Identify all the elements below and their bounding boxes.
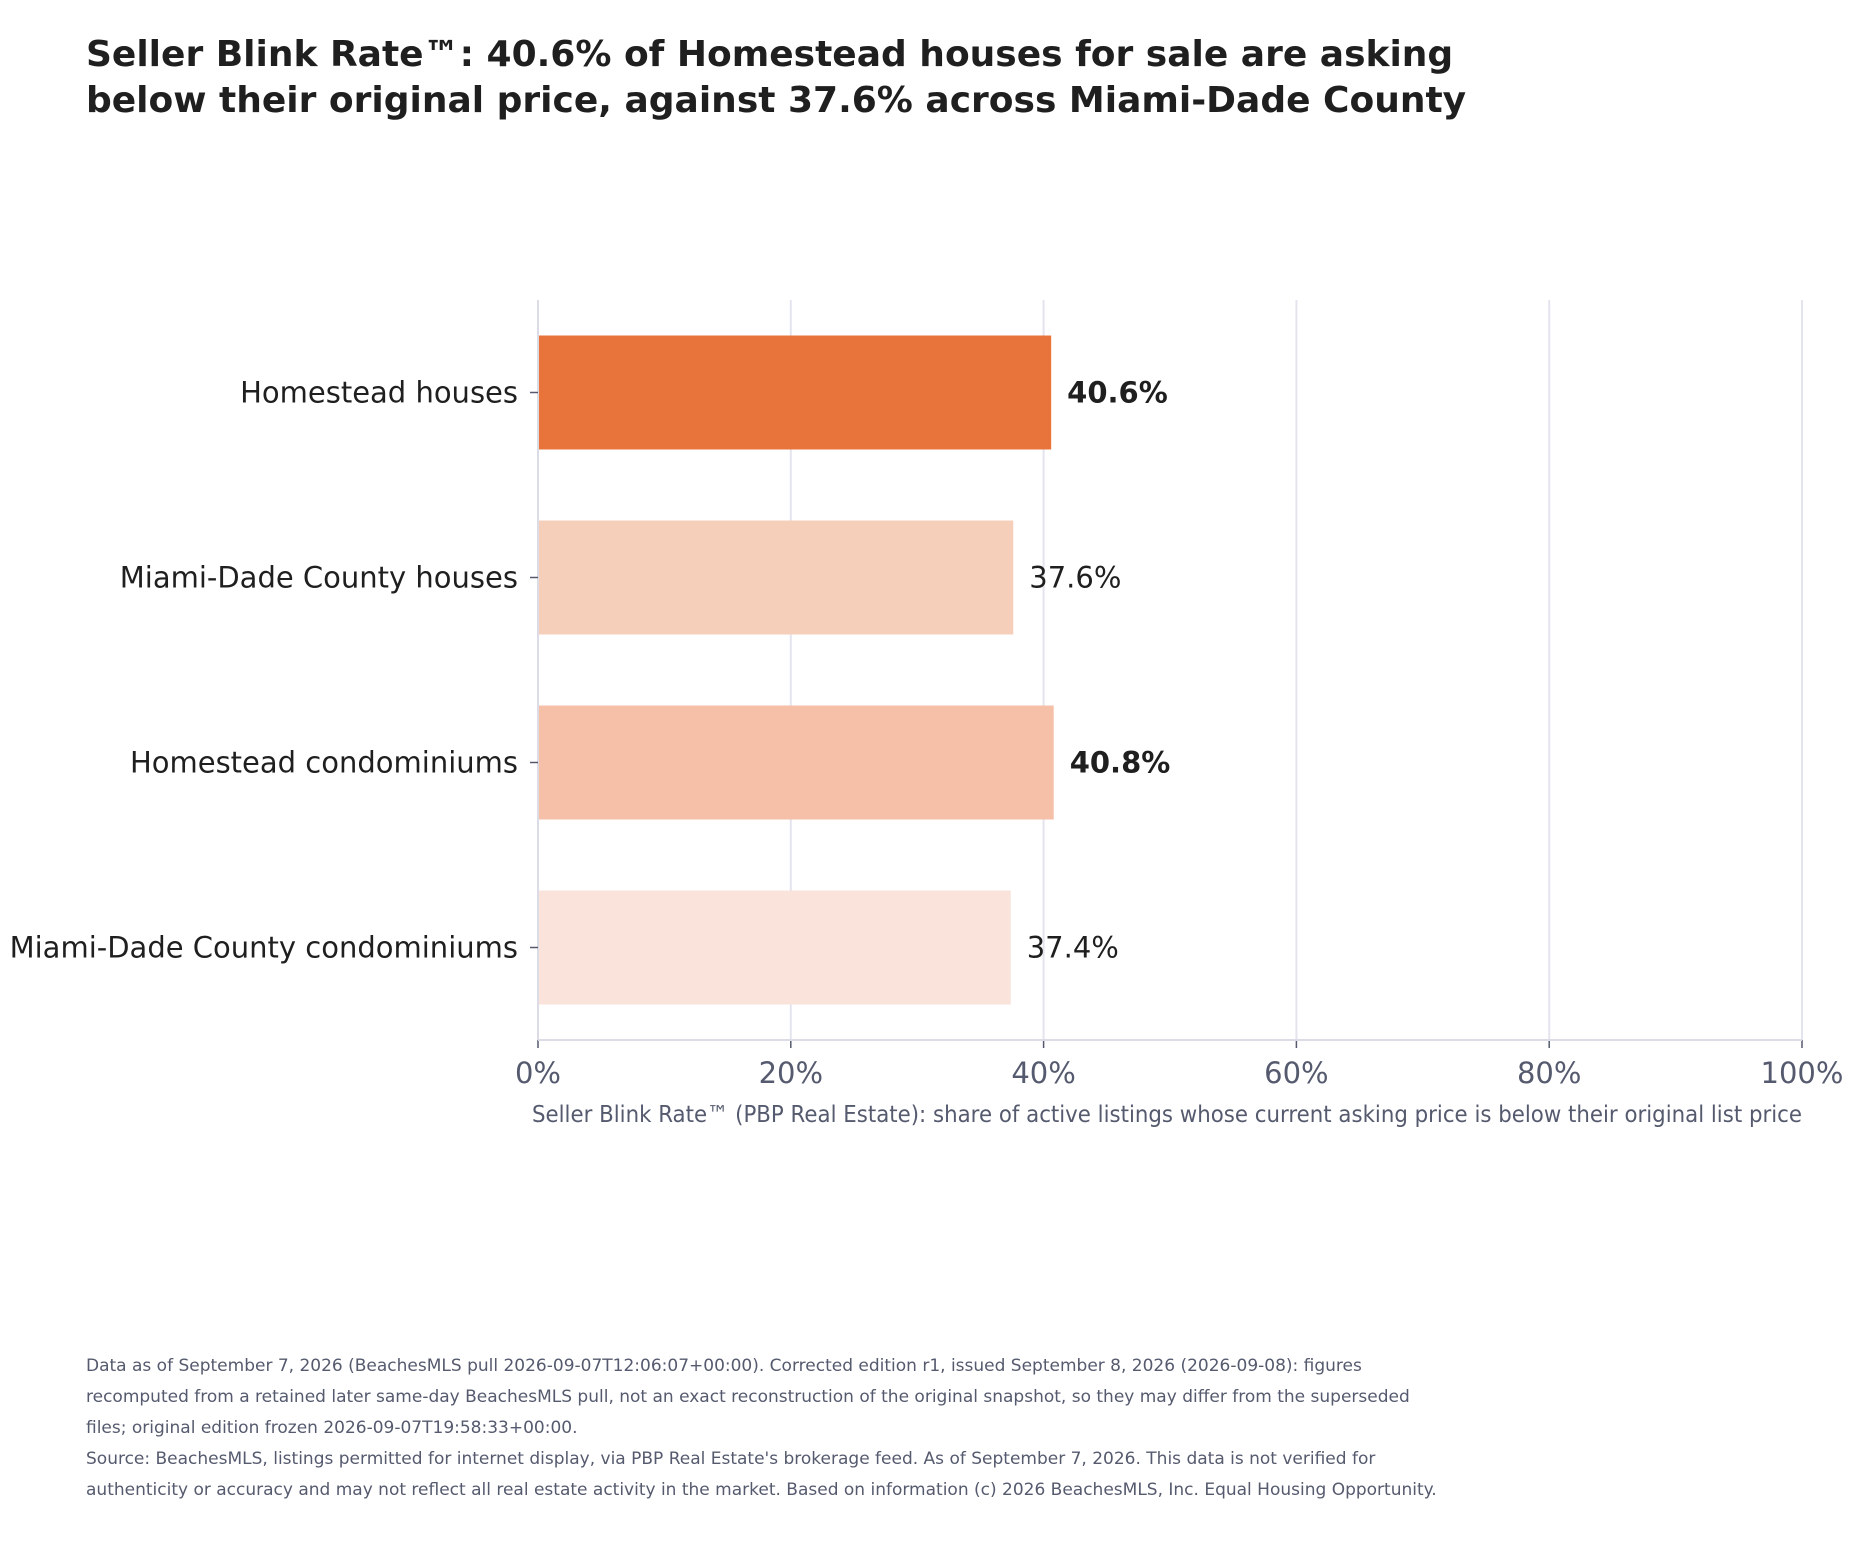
x-tick-label-0: 0% [515, 1056, 561, 1090]
footer-data-note: Data as of September 7, 2026 (BeachesMLS… [86, 1356, 1410, 1438]
category-label-miami-dade-county-houses: Miami-Dade County houses [120, 561, 518, 595]
x-tick-label-80: 80% [1517, 1056, 1581, 1090]
footer-notes: Data as of September 7, 2026 (BeachesMLS… [86, 1351, 1446, 1506]
category-label-miami-dade-county-condominiums: Miami-Dade County condominiums [10, 931, 518, 965]
value-label-miami-dade-county-condominiums: 37.4% [1027, 931, 1119, 965]
x-tick-label-100: 100% [1761, 1056, 1844, 1090]
value-label-homestead-houses: 40.6% [1067, 376, 1168, 410]
category-label-homestead-houses: Homestead houses [240, 376, 518, 410]
chart-title: Seller Blink Rate™: 40.6% of Homestead h… [86, 32, 1586, 124]
bar-chart: 0% 20% 40% 60% 80% 100% Homestead houses 40.6% M… [10, 300, 1844, 1129]
x-tick-label-60: 60% [1264, 1056, 1328, 1090]
bars [538, 335, 1054, 1005]
value-label-homestead-condominiums: 40.8% [1070, 746, 1171, 780]
chart-title-line-2: below their original price, against 37.6… [86, 80, 1467, 121]
bar-homestead-condominiums [538, 705, 1054, 820]
bar-homestead-houses [538, 335, 1052, 450]
category-label-homestead-condominiums: Homestead condominiums [130, 746, 518, 780]
x-tick-label-20: 20% [759, 1056, 823, 1090]
x-axis-title: Seller Blink Rate™ (PBP Real Estate): sh… [532, 1102, 1802, 1128]
value-label-miami-dade-county-houses: 37.6% [1029, 561, 1121, 595]
bar-miami-dade-county-houses [538, 520, 1014, 635]
labels: 0% 20% 40% 60% 80% 100% Homestead houses 40.6% M… [10, 376, 1844, 1129]
chart-title-line-1: Seller Blink Rate™: 40.6% of Homestead h… [86, 34, 1454, 75]
x-tick-label-40: 40% [1011, 1056, 1075, 1090]
footer-source: Source: BeachesMLS, listings permitted f… [86, 1449, 1437, 1500]
bar-miami-dade-county-condominiums [538, 890, 1011, 1005]
axes [530, 300, 1803, 1048]
